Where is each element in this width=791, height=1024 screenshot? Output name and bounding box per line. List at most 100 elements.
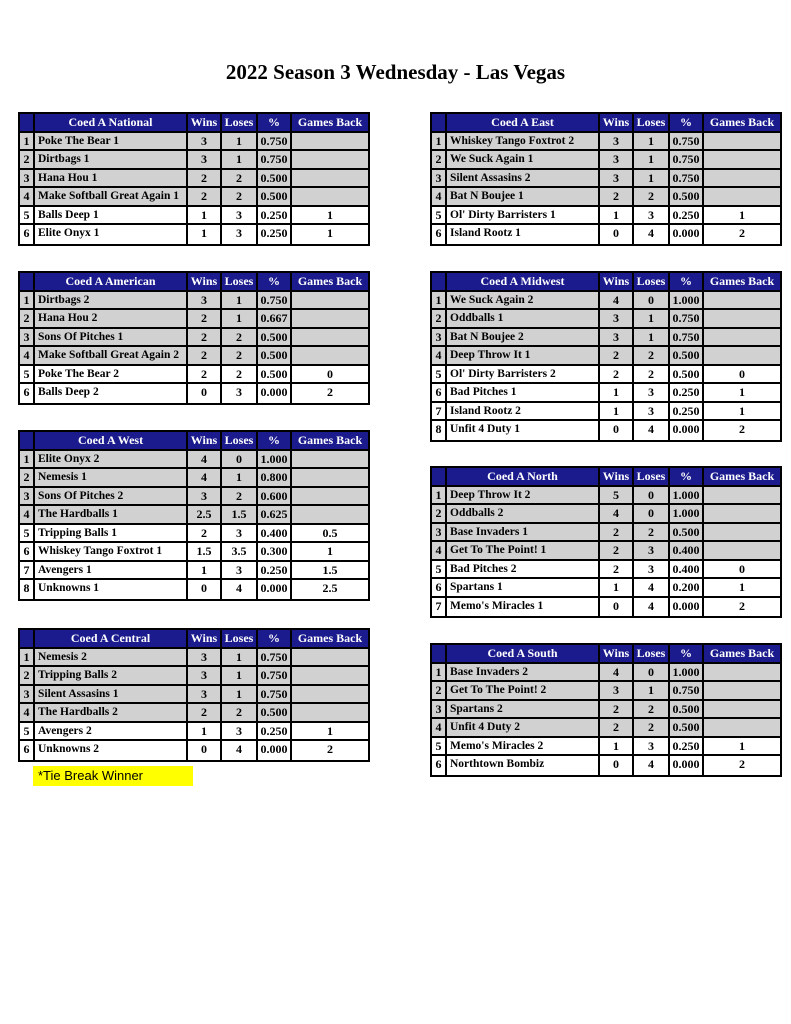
division-title: Coed A Midwest (447, 273, 600, 290)
wins-cell: 1 (600, 579, 634, 596)
loses-cell: 3 (222, 524, 258, 541)
pct-cell: 0.500 (258, 328, 292, 345)
rank-cell: 6 (432, 225, 447, 244)
team-cell: Elite Onyx 1 (35, 225, 188, 244)
rank-cell: 1 (432, 663, 447, 680)
pct-cell: 0.250 (670, 737, 704, 754)
table-row: 5 Balls Deep 1 1 3 0.250 1 (20, 206, 368, 225)
wins-cell: 2 (600, 700, 634, 717)
wins-cell: 3 (600, 682, 634, 699)
table-row: 3 Base Invaders 1 2 2 0.500 (432, 523, 780, 542)
loses-column-header: Loses (634, 645, 670, 662)
standings-table-coed-a-american: Coed A American Wins Loses% Games Back 1 Dirt… (18, 271, 370, 405)
rank-cell: 4 (20, 506, 35, 523)
loses-column-header: Loses (634, 114, 670, 131)
rank-cell: 1 (432, 291, 447, 308)
loses-cell: 3 (634, 542, 670, 559)
wins-cell: 2 (600, 560, 634, 577)
loses-cell: 4 (634, 756, 670, 775)
loses-cell: 2 (222, 704, 258, 721)
team-cell: Ol' Dirty Barristers 2 (447, 365, 600, 382)
pct-column-header: % (670, 114, 704, 131)
pct-cell: 0.750 (258, 151, 292, 168)
pct-column-header: % (670, 468, 704, 485)
wins-cell: 0 (600, 421, 634, 440)
pct-cell: 0.400 (670, 542, 704, 559)
pct-cell: 0.800 (258, 469, 292, 486)
pct-cell: 0.400 (670, 560, 704, 577)
table-header-row: Coed A Midwest Wins Loses% Games Back (432, 273, 780, 292)
wins-cell: 2 (600, 365, 634, 382)
team-cell: Hana Hou 2 (35, 310, 188, 327)
games_back-cell: 1.5 (322, 562, 338, 577)
rank-column-header (432, 468, 447, 485)
games_back-cell (704, 151, 780, 168)
loses-cell: 2 (634, 365, 670, 382)
table-header-row: Coed A American Wins Loses% Games Back (20, 273, 368, 292)
rank-column-header (20, 114, 35, 131)
team-cell: Unfit 4 Duty 1 (447, 421, 600, 440)
wins-cell: 2 (188, 347, 222, 364)
wins-column-header: Wins (188, 273, 222, 290)
loses-cell: 3 (222, 384, 258, 403)
team-cell: Northtown Bombiz (447, 756, 600, 775)
table-row: 1 Deep Throw It 2 5 0 1.000 (432, 486, 780, 505)
games_back-cell (704, 719, 780, 736)
table-row: 5 Avengers 2 1 3 0.250 1 (20, 722, 368, 741)
pct-cell: 0.250 (258, 722, 292, 739)
rank-column-header (20, 273, 35, 290)
games_back-column-header: Games Back (297, 274, 363, 288)
table-row: 8 Unfit 4 Duty 1 0 4 0.000 2 (432, 421, 780, 440)
pct-cell: 0.000 (670, 421, 704, 440)
wins-cell: 1 (600, 737, 634, 754)
wins-cell: 1.5 (188, 543, 222, 560)
rank-cell: 3 (432, 328, 447, 345)
games_back-cell (292, 188, 368, 205)
games_back-cell (292, 667, 368, 684)
wins-cell: 3 (600, 169, 634, 186)
team-cell: Bat N Boujee 1 (447, 188, 600, 205)
games_back-cell: 2 (739, 757, 745, 771)
table-header-row: Coed A West Wins Loses% Games Back (20, 432, 368, 451)
team-cell: Get To The Point! 2 (447, 682, 600, 699)
loses-cell: 2 (222, 169, 258, 186)
games_back-cell (292, 649, 368, 666)
table-row: 2 Dirtbags 1 3 1 0.750 (20, 151, 368, 170)
rank-cell: 3 (20, 328, 35, 345)
team-cell: Dirtbags 2 (35, 291, 188, 308)
games_back-cell: 2 (327, 385, 333, 399)
table-row: 1 Whiskey Tango Foxtrot 2 3 1 0.750 (432, 132, 780, 151)
table-header-row: Coed A South Wins Loses% Games Back (432, 645, 780, 664)
games_back-cell (292, 469, 368, 486)
loses-cell: 4 (222, 741, 258, 760)
pct-cell: 0.750 (258, 667, 292, 684)
games_back-cell (704, 347, 780, 364)
rank-cell: 7 (432, 597, 447, 616)
wins-cell: 3 (600, 328, 634, 345)
pct-cell: 0.500 (670, 719, 704, 736)
wins-cell: 3 (600, 310, 634, 327)
rank-cell: 4 (432, 188, 447, 205)
loses-cell: 4 (634, 225, 670, 244)
team-cell: Get To The Point! 1 (447, 542, 600, 559)
team-cell: We Suck Again 1 (447, 151, 600, 168)
rank-cell: 2 (432, 682, 447, 699)
pct-cell: 0.250 (258, 225, 292, 244)
pct-column-header: % (258, 630, 292, 647)
games_back-cell: 2 (739, 598, 745, 613)
rank-cell: 2 (20, 310, 35, 327)
pct-cell: 0.500 (670, 347, 704, 364)
table-row: 5 Poke The Bear 2 2 2 0.500 0 (20, 365, 368, 384)
pct-cell: 0.500 (670, 523, 704, 540)
table-row: 5 Bad Pitches 2 2 3 0.400 0 (432, 560, 780, 579)
rank-cell: 4 (432, 347, 447, 364)
rank-cell: 5 (20, 722, 35, 739)
games_back-cell (292, 704, 368, 721)
pct-cell: 0.500 (258, 169, 292, 186)
games_back-cell: 2 (739, 422, 745, 436)
wins-column-header: Wins (188, 114, 222, 131)
wins-cell: 2.5 (188, 506, 222, 523)
division-title: Coed A National (35, 114, 188, 131)
pct-cell: 0.250 (670, 402, 704, 419)
games_back-cell: 1 (739, 403, 745, 418)
